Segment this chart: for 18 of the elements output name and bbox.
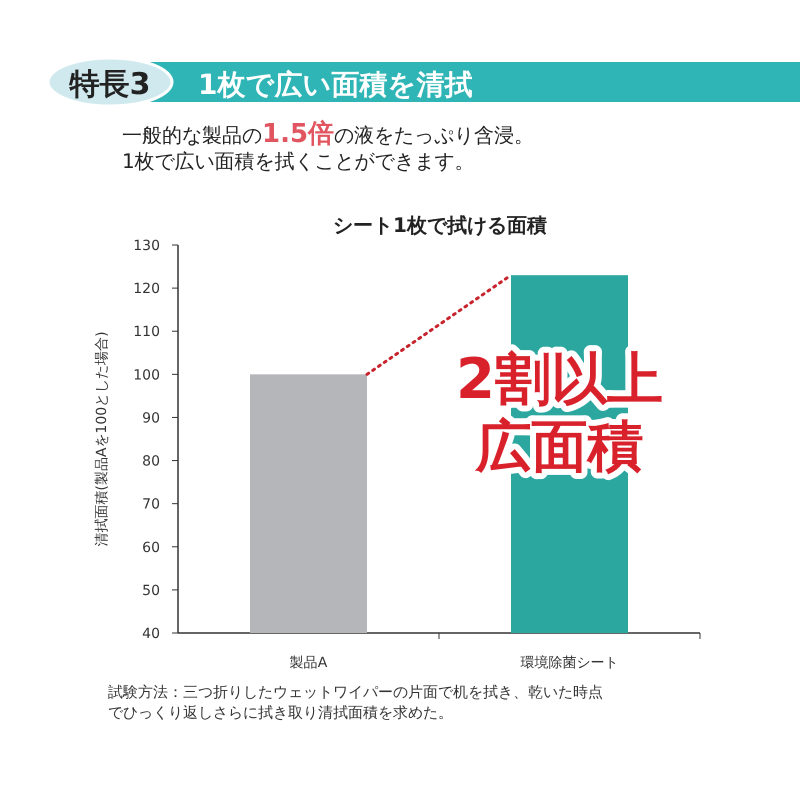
y-tick-label: 70 (142, 496, 160, 513)
y-tick-label: 110 (133, 324, 160, 340)
x-tick-label: 環境除菌シート (520, 655, 618, 671)
y-axis-title: 清拭面積(製品Aを100とした場合) (94, 331, 110, 547)
y-tick-label: 130 (133, 238, 160, 254)
chart-subtitle: 一般的な製品の1.5倍の液をたっぷり含浸。1枚で広い面積を拭くことができます。 (122, 119, 534, 173)
y-tick-label: 100 (133, 367, 160, 384)
y-tick-label: 60 (142, 540, 160, 556)
y-tick-label: 50 (142, 582, 160, 599)
y-tick-label: 120 (133, 281, 160, 298)
y-tick-label: 90 (142, 410, 160, 426)
text: 特長3 (68, 67, 150, 102)
y-tick-label: 40 (142, 626, 160, 642)
y-tick-label: 80 (142, 454, 160, 470)
chart-title: 1枚で広い面積を清拭 (198, 68, 472, 101)
text: 試験方法：三つ折りしたウェットワイパーの片面で机を拭き、乾いた時点でひっくり返しさらに拭き取り清拭面積を求めた。 (108, 683, 603, 722)
x-tick-label: 製品A (290, 655, 328, 671)
text: シート1枚で拭ける面積 (333, 213, 547, 237)
